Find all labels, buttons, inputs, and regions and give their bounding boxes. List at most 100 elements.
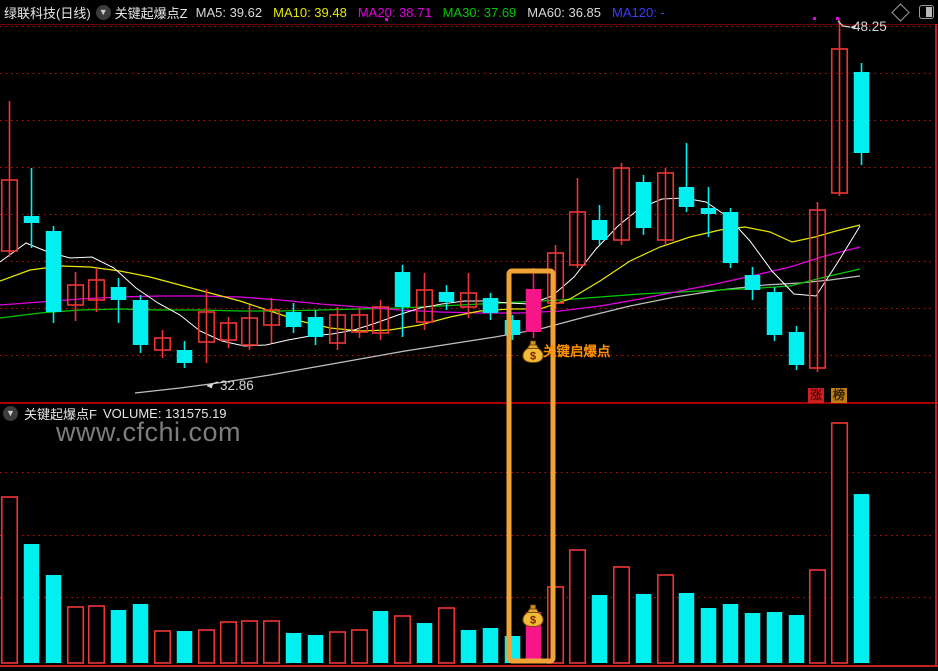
volume-bar — [285, 633, 302, 663]
volume-indicator-name: 关键起爆点F — [24, 407, 97, 422]
candle — [744, 275, 761, 290]
candle — [110, 287, 127, 300]
volume-bar — [132, 604, 149, 663]
volume-bar — [176, 631, 193, 663]
volume-panel-header: ▼ 关键起爆点F VOLUME: 131575.19 — [3, 404, 227, 423]
candle — [371, 306, 390, 334]
candle — [45, 231, 62, 312]
main-indicator-name: 关键起爆点Z — [114, 5, 188, 21]
watermark: www.cfchi.com — [56, 417, 242, 447]
volume-bar — [45, 575, 62, 663]
volume-bar — [328, 631, 347, 664]
indicator-collapse-icon[interactable]: ▼ — [95, 4, 111, 20]
volume-bar — [635, 594, 652, 663]
candle — [830, 48, 849, 194]
candle — [307, 317, 324, 337]
ma60-line — [134, 275, 861, 394]
header-bar: 绿联科技(日线) ▼ 关键起爆点Z MA5: 39.62 MA10: 39.48… — [0, 0, 938, 24]
zhang-button[interactable]: 涨 — [808, 388, 824, 403]
volume-bar — [372, 611, 389, 663]
volume-bar — [482, 628, 499, 663]
volume-bar — [766, 612, 783, 663]
volume-bar — [350, 629, 369, 664]
candle — [285, 312, 302, 327]
ma10-value: MA10: 39.48 — [273, 4, 347, 20]
candle — [568, 211, 587, 266]
candle — [678, 187, 695, 207]
ma30-line — [0, 268, 861, 319]
chevron-down-icon: ▼ — [98, 6, 108, 17]
signal-highlight-box — [506, 268, 556, 664]
candle — [722, 212, 739, 263]
candle — [612, 167, 631, 241]
svg-text:$: $ — [530, 615, 536, 627]
candle — [240, 317, 259, 346]
ma30-value: MA30: 37.69 — [442, 4, 517, 20]
candle — [591, 220, 608, 240]
split-panel-icon[interactable] — [919, 5, 934, 19]
volume-bar — [87, 605, 106, 664]
moneybag-icon-price: $ — [522, 340, 544, 364]
volume-bar — [197, 629, 216, 664]
candle — [459, 292, 478, 308]
candle — [482, 298, 499, 313]
candle — [700, 208, 717, 214]
candle — [415, 289, 434, 323]
volume-bar — [23, 544, 40, 663]
volume-bar — [722, 604, 739, 663]
candle — [656, 172, 675, 241]
volume-bar — [678, 593, 695, 663]
ma120-dot — [813, 17, 816, 20]
candle — [197, 311, 216, 343]
signal-candle — [525, 289, 542, 332]
chevron-down-icon: ▼ — [6, 408, 15, 418]
volume-bar — [808, 569, 827, 664]
ma120-dot — [836, 17, 839, 20]
volume-bar — [153, 630, 172, 664]
low-price-annotation-arrow — [206, 381, 219, 387]
ma10-line — [0, 224, 861, 332]
ma120-value: MA120: - — [612, 4, 665, 20]
volume-collapse-icon[interactable]: ▼ — [3, 406, 18, 421]
volume-bar — [393, 615, 412, 664]
volume-bar — [460, 630, 477, 663]
ma5-value: MA5: 39.62 — [195, 4, 263, 20]
candle — [153, 337, 172, 351]
volume-bar — [0, 496, 19, 664]
candle — [219, 322, 238, 341]
candle — [635, 182, 652, 228]
signal-label: 关键启爆点 — [543, 343, 611, 359]
candle — [132, 300, 149, 345]
volume-bar — [700, 608, 717, 663]
volume-bar — [744, 613, 761, 663]
volume-bar — [788, 615, 805, 663]
high-price-annotation-arrowhead — [850, 24, 857, 30]
ma60-value: MA60: 36.85 — [527, 4, 601, 20]
high-price-annotation: 48.25 — [853, 19, 887, 34]
bang-button[interactable]: 榜 — [831, 388, 847, 403]
svg-text:$: $ — [530, 351, 536, 363]
candle — [438, 292, 455, 302]
ma20-line — [0, 246, 861, 314]
volume-bar — [591, 595, 608, 663]
candle — [788, 332, 805, 365]
volume-bar — [612, 566, 631, 664]
candle — [176, 350, 193, 363]
candle — [66, 284, 85, 306]
volume-bar — [262, 620, 281, 664]
volume-bar — [307, 635, 324, 663]
candle — [87, 279, 106, 301]
volume-bar — [437, 607, 456, 664]
candle — [808, 209, 827, 369]
volume-bar — [416, 623, 433, 663]
low-price-annotation: 32.86 — [220, 378, 254, 393]
candle — [23, 216, 40, 223]
volume-bar — [240, 620, 259, 664]
candle — [350, 314, 369, 333]
ma5-line — [0, 197, 861, 347]
volume-bar — [219, 621, 238, 664]
candle — [766, 292, 783, 335]
low-price-annotation-arrowhead — [207, 383, 214, 389]
